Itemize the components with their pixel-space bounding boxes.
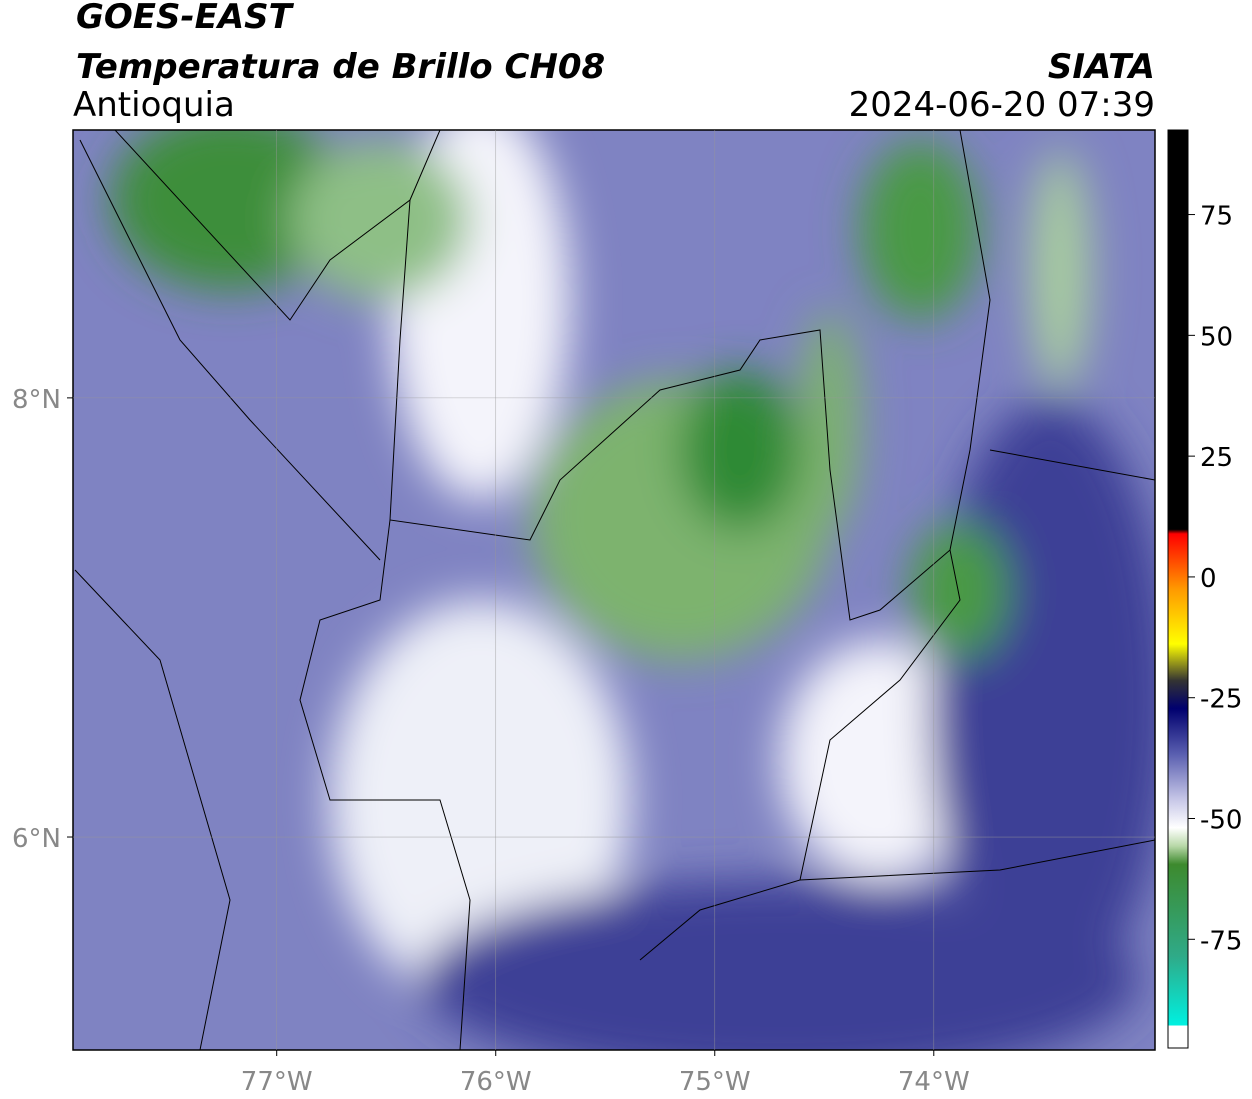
colorbar-label: 50 — [1200, 322, 1233, 352]
title: Temperatura de Brillo CH08 — [76, 47, 605, 87]
colorbar-label: -50 — [1200, 806, 1242, 836]
x-tick-label: 76°W — [460, 1067, 532, 1097]
datetime: 2024-06-20 07:39 — [849, 85, 1155, 125]
y-tick-label: 8°N — [12, 385, 61, 415]
source: SIATA — [1048, 47, 1155, 87]
colorbar — [1167, 129, 1189, 1049]
colorbar-label: -75 — [1200, 926, 1242, 956]
satellite-image — [73, 130, 1155, 1050]
x-tick-label: 75°W — [679, 1067, 751, 1097]
colorbar-label: 75 — [1200, 202, 1233, 232]
header-line: GOES-EAST — [76, 0, 295, 37]
map-frame — [72, 129, 1156, 1051]
colorbar-label: -25 — [1200, 685, 1242, 715]
x-tick-label: 74°W — [898, 1067, 970, 1097]
x-tick-label: 77°W — [241, 1067, 313, 1097]
y-tick-label: 6°N — [12, 824, 61, 854]
colorbar-label: 25 — [1200, 443, 1233, 473]
region: Antioquia — [73, 85, 235, 125]
colorbar-label: 0 — [1200, 564, 1217, 594]
